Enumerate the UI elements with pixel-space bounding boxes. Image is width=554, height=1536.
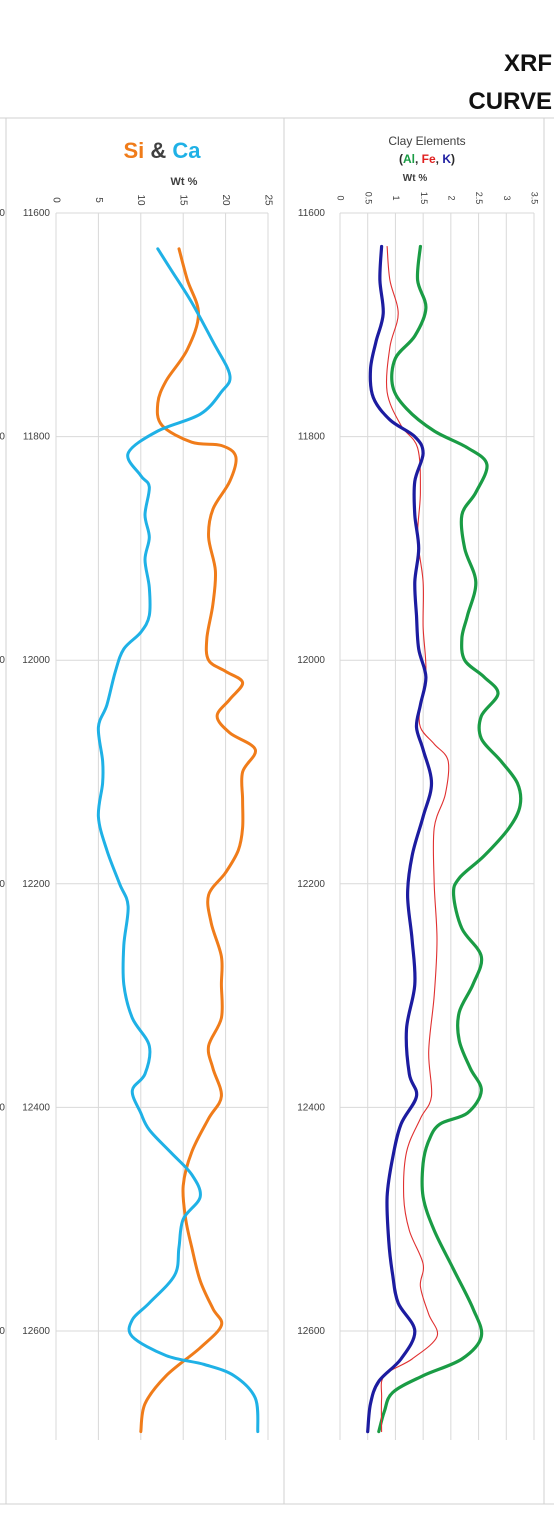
y-tick-label-clipped: 11800: [0, 432, 5, 443]
y-tick-label: 12000: [297, 655, 325, 666]
y-tick-label: 11800: [298, 432, 326, 443]
x-axis-label: Wt %: [403, 173, 428, 184]
y-tick-label: 11600: [298, 208, 326, 219]
y-tick-label-clipped: 11600: [0, 208, 5, 219]
x-tick-label: 2: [446, 195, 456, 200]
y-tick-label: 11800: [23, 432, 51, 443]
y-tick-label: 12400: [22, 1102, 50, 1113]
x-tick-label: 2.5: [474, 192, 484, 205]
x-tick-label: 3: [502, 195, 512, 200]
chart-subtitle-part: ): [451, 152, 455, 166]
chart-title: Si & Ca: [123, 138, 201, 163]
y-tick-label-clipped: 12200: [0, 879, 5, 890]
chart-subtitle-part: Al: [403, 152, 415, 166]
y-tick-label-clipped: 12400: [0, 1102, 5, 1113]
x-tick-label: 0: [336, 195, 346, 200]
y-tick-label: 12600: [297, 1326, 325, 1337]
series-line-0: [377, 244, 523, 1434]
chart-subtitle-part: Fe: [422, 152, 436, 166]
series-line-0: [139, 247, 257, 1434]
y-tick-label: 12200: [297, 879, 325, 890]
x-tick-label: 3.5: [530, 192, 540, 205]
y-tick-label: 12200: [22, 879, 50, 890]
y-tick-label: 12000: [22, 655, 50, 666]
header-title-xrf: XRF: [504, 50, 552, 77]
chart-subtitle-part: ,: [415, 152, 422, 166]
x-tick-label: 15: [178, 194, 189, 206]
chart-subtitle-part: K: [442, 152, 451, 166]
chart-title: Clay Elements: [388, 134, 465, 148]
series-line-1: [380, 245, 450, 1433]
chart-subtitle: (Al, Fe, K): [399, 152, 455, 166]
chart-subtitle-part: (: [399, 152, 403, 166]
header-title-curve: CURVE: [468, 88, 552, 115]
x-tick-label: 5: [93, 197, 104, 203]
x-tick-label: 10: [135, 194, 146, 206]
chart-title-part: &: [144, 138, 172, 163]
x-tick-label: 25: [262, 194, 273, 206]
y-tick-label: 11600: [23, 208, 51, 219]
x-tick-label: 1: [391, 195, 401, 200]
x-tick-label: 0: [50, 197, 61, 203]
y-tick-label: 12600: [22, 1326, 50, 1337]
y-tick-label-clipped: 12000: [0, 655, 5, 666]
x-tick-label: 20: [220, 194, 231, 206]
chart-title-part: Si: [123, 138, 144, 163]
chart-subtitle-part: ,: [436, 152, 443, 166]
series-line-1: [96, 247, 260, 1434]
x-axis-label: Wt %: [171, 176, 198, 188]
chart-layer: 0510152025116001160011800118001200012000…: [0, 134, 540, 1440]
series-line-2: [366, 244, 434, 1434]
y-tick-label-clipped: 12600: [0, 1326, 5, 1337]
y-tick-label: 12400: [297, 1102, 325, 1113]
x-tick-label: 0.5: [363, 192, 373, 205]
x-tick-label: 1.5: [419, 192, 429, 205]
chart-title-part: Ca: [172, 138, 201, 163]
